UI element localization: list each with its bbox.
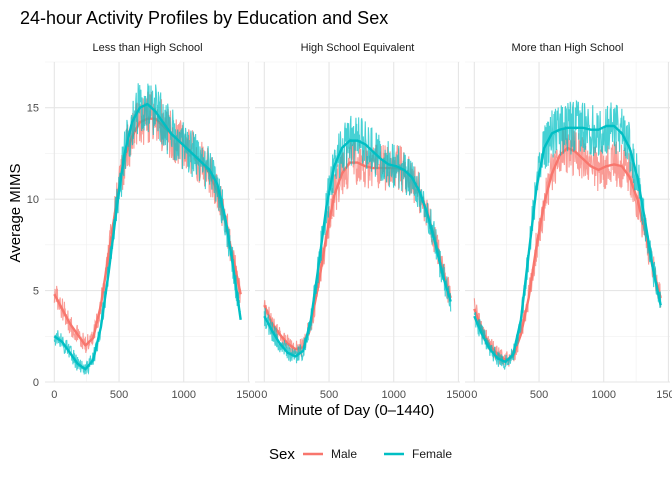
legend-label-female: Female (412, 447, 452, 461)
panel-strip-label: High School Equivalent (301, 42, 415, 54)
x-tick-label: 0 (51, 389, 57, 401)
y-tick-label: 5 (33, 286, 39, 298)
legend-items: Male Female (303, 447, 452, 461)
x-tick-label: 1500 (236, 389, 260, 401)
x-tick-label: 1500 (656, 389, 672, 401)
panel-2: More than High School 0 500 1000 1500 (465, 42, 672, 401)
x-tick-label: 0 (261, 389, 267, 401)
x-tick-label: 1500 (446, 389, 470, 401)
series-trend-female (263, 139, 452, 358)
panel-grid (255, 61, 460, 383)
panel-1: High School Equivalent 0 500 1000 1500 (255, 42, 471, 401)
series-trend-female (473, 124, 662, 364)
x-axis-label: Minute of Day (0–1440) (278, 402, 435, 419)
y-tick-label: 15 (27, 103, 39, 115)
y-tick-label: 10 (27, 194, 39, 206)
panel-strip-label: More than High School (512, 42, 624, 54)
x-tick-label: 1000 (591, 389, 615, 401)
y-tick-label: 0 (33, 377, 39, 389)
series-raw-female (473, 99, 662, 370)
legend-label-male: Male (331, 447, 357, 461)
x-tick-label: 0 (471, 389, 477, 401)
panel-strip-label: Less than High School (92, 42, 202, 54)
series-raw-female (53, 83, 241, 375)
panel-0: Less than High School 0 500 1000 1500 0 5 10 15 (27, 42, 261, 401)
x-tick-label: 500 (320, 389, 338, 401)
x-tick-label: 1000 (381, 389, 405, 401)
x-tick-label: 500 (110, 389, 128, 401)
chart-title: 24-hour Activity Profiles by Education a… (20, 8, 388, 28)
series-trend-female (53, 102, 242, 371)
x-tick-label: 1000 (171, 389, 195, 401)
legend-title: Sex (269, 446, 295, 463)
x-tick-label: 500 (530, 389, 548, 401)
legend: Sex Male Female (269, 446, 452, 463)
y-axis-label: Average MIMS (7, 164, 24, 263)
series-raw-female (263, 115, 452, 364)
